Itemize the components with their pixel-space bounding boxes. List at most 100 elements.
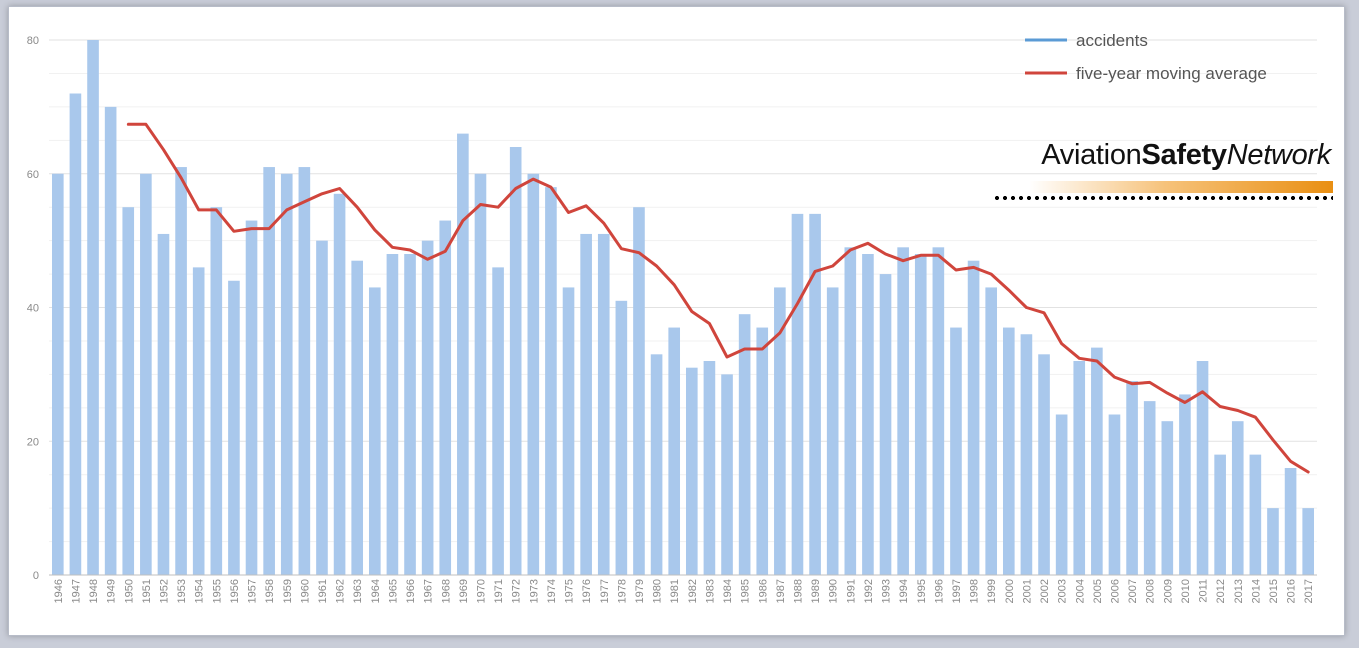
x-tick-label: 1954: [194, 579, 206, 603]
bar-1987: [774, 287, 786, 575]
x-tick-label: 1948: [88, 579, 100, 603]
x-tick-label: 1965: [387, 579, 399, 603]
bar-1982: [685, 367, 698, 575]
bar-2013: [1231, 421, 1244, 575]
x-tick-label: 1952: [158, 579, 170, 603]
x-tick-label: 1961: [317, 579, 329, 603]
x-tick-label: 1973: [528, 579, 540, 603]
x-tick-label: 1972: [511, 579, 523, 603]
bar-2002: [1038, 354, 1050, 575]
bar-1948: [87, 40, 99, 575]
x-tick-label: 1994: [898, 579, 910, 603]
x-tick-label: 1960: [299, 579, 311, 603]
bar-2004: [1073, 361, 1086, 575]
x-tick-label: 1983: [704, 579, 716, 603]
x-tick-label: 1988: [792, 579, 804, 603]
x-tick-label: 1971: [493, 579, 505, 603]
legend: accidents five-year moving average: [1025, 31, 1267, 83]
bar-1979: [633, 207, 645, 575]
bar-1968: [439, 220, 452, 575]
bar-2003: [1055, 414, 1068, 575]
bar-1980: [650, 354, 663, 575]
x-tick-label: 1958: [264, 579, 276, 603]
x-tick-label: 2002: [1039, 579, 1051, 603]
moving-average-layer: [126, 122, 1310, 474]
bar-1988: [791, 213, 804, 575]
bar-2007: [1126, 381, 1138, 575]
axis-layer: 0 20 40 60 80 1946 1947 1948 1949 1950 1951 1952 195…: [27, 35, 1317, 603]
x-tick-label: 1949: [106, 579, 118, 603]
bar-1985: [738, 314, 751, 575]
x-tick-label: 2009: [1162, 579, 1174, 603]
bar-1972: [509, 147, 522, 575]
aviation-safety-network-logo: AviationSafetyNetwork: [987, 139, 1333, 207]
x-tick-label: 2007: [1127, 579, 1139, 603]
bar-1964: [368, 287, 381, 575]
x-tick-label: 1987: [775, 579, 787, 603]
x-tick-label: 2001: [1021, 579, 1033, 603]
x-tick-label: 1962: [335, 579, 347, 603]
bar-1946: [51, 173, 64, 575]
x-tick-label: 1967: [423, 579, 435, 603]
x-tick-label: 1981: [669, 579, 681, 603]
bar-1993: [879, 274, 892, 575]
x-tick-label: 1957: [247, 579, 259, 603]
x-tick-label: 1966: [405, 579, 417, 603]
x-tick-label: 2008: [1145, 579, 1157, 603]
bar-1949: [104, 106, 117, 575]
x-tick-label: 2017: [1303, 579, 1315, 603]
x-tick-label: 1984: [722, 579, 734, 603]
x-tick-label: 2011: [1198, 579, 1210, 603]
bar-1984: [721, 374, 733, 575]
x-tick-label: 1985: [740, 579, 752, 603]
x-tick-label: 1996: [933, 579, 945, 603]
x-tick-label: 1982: [687, 579, 699, 603]
logo-wordmark: AviationSafetyNetwork: [1041, 139, 1331, 172]
bar-1955: [210, 207, 223, 575]
bar-1947: [69, 93, 82, 575]
bar-2009: [1161, 421, 1174, 575]
bar-1963: [351, 260, 364, 575]
x-tick-label: 2014: [1250, 579, 1262, 603]
x-tick-label: 2004: [1074, 579, 1086, 603]
bar-2008: [1143, 401, 1156, 575]
x-tick-label: 2005: [1092, 579, 1104, 603]
bar-1953: [175, 167, 187, 575]
y-tick-label: 40: [27, 303, 39, 315]
bar-1970: [474, 173, 487, 575]
x-tick-label: 1975: [564, 579, 576, 603]
chart-svg: 0 20 40 60 80 1946 1947 1948 1949 1950 1951 1952 195…: [27, 31, 1317, 603]
bar-1981: [668, 327, 681, 575]
x-tick-label: 1998: [969, 579, 981, 603]
x-tick-label: 1956: [229, 579, 241, 603]
legend-label-moving-average: five-year moving average: [1076, 64, 1267, 83]
x-tick-label: 2016: [1286, 579, 1298, 603]
bar-1999: [985, 287, 998, 575]
x-tick-label: 2000: [1004, 579, 1016, 603]
bar-2000: [1002, 327, 1015, 575]
bar-1995: [914, 254, 927, 575]
bar-1950: [122, 207, 135, 575]
x-tick-label: 1964: [370, 579, 382, 603]
bar-1969: [457, 133, 469, 575]
bar-1966: [404, 254, 416, 575]
y-tick-label: 20: [27, 436, 39, 448]
x-tick-label: 1953: [176, 579, 188, 603]
x-tick-label: 1995: [916, 579, 928, 603]
x-tick-label: 1963: [352, 579, 364, 603]
x-tick-label: 1992: [863, 579, 875, 603]
x-tick-label: 1951: [141, 579, 153, 603]
bar-1983: [703, 361, 716, 575]
bar-1957: [245, 220, 258, 575]
x-tick-label: 1997: [951, 579, 963, 603]
x-tick-label: 1974: [546, 579, 558, 603]
bar-1952: [157, 233, 170, 575]
legend-label-accidents: accidents: [1076, 31, 1148, 50]
x-tick-label: 1968: [440, 579, 452, 603]
bar-1989: [809, 213, 821, 575]
bar-2005: [1091, 347, 1103, 575]
bar-2011: [1196, 361, 1209, 575]
bars-layer: [51, 40, 1315, 575]
bar-1975: [562, 287, 575, 575]
bar-1990: [826, 287, 839, 575]
